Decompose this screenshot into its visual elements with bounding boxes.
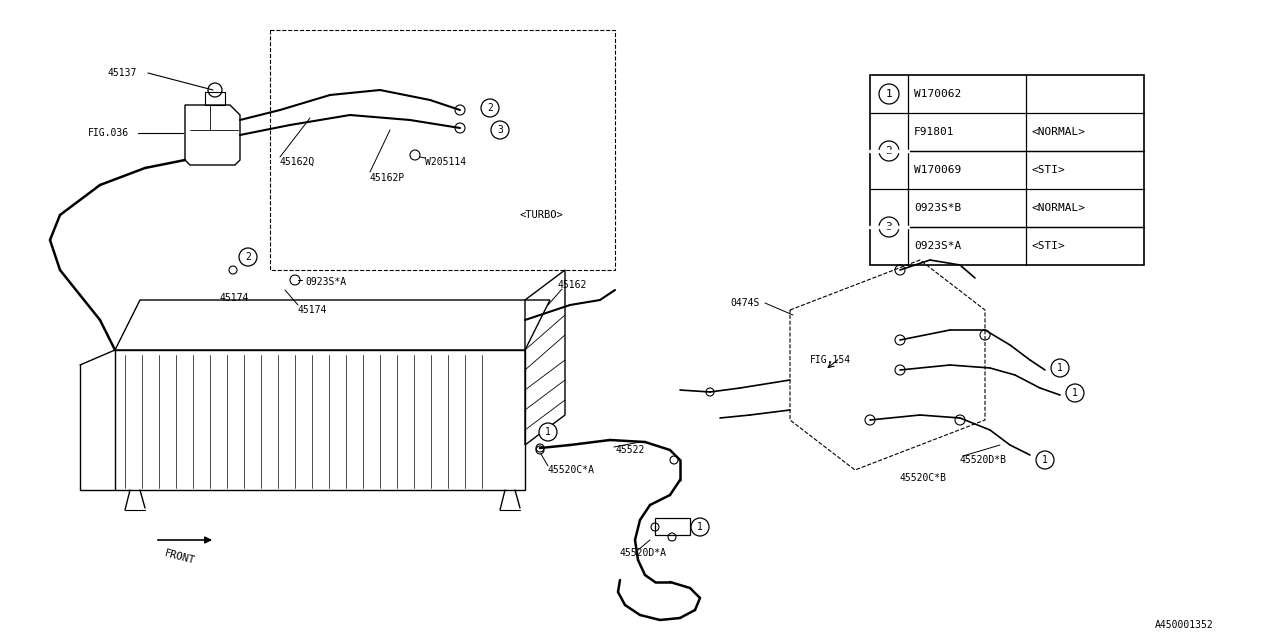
Text: 45520D*B: 45520D*B [960,455,1007,465]
Circle shape [539,423,557,441]
Text: W170069: W170069 [914,165,961,175]
Circle shape [492,121,509,139]
Circle shape [1051,359,1069,377]
Circle shape [879,217,899,237]
Text: 0923S*B: 0923S*B [914,203,961,213]
Text: 0923S*A: 0923S*A [305,277,346,287]
Text: 45174: 45174 [298,305,328,315]
Text: F91801: F91801 [914,127,955,137]
Text: 45137: 45137 [108,68,137,78]
Text: 1: 1 [886,89,892,99]
Text: 0923S*A: 0923S*A [914,241,961,251]
Text: A450001352: A450001352 [1155,620,1213,630]
Text: 2: 2 [488,103,493,113]
Text: <NORMAL>: <NORMAL> [1032,127,1085,137]
Text: 45522: 45522 [614,445,644,455]
Text: 2: 2 [886,146,892,156]
Text: 45520D*A: 45520D*A [620,548,667,558]
Text: 45162Q: 45162Q [280,157,315,167]
Text: 45162P: 45162P [370,173,406,183]
Text: 45162: 45162 [558,280,588,290]
Text: 1: 1 [1057,363,1062,373]
Text: 2: 2 [244,252,251,262]
Circle shape [879,84,899,104]
Circle shape [1036,451,1053,469]
Text: FRONT: FRONT [164,548,196,566]
Text: 3: 3 [497,125,503,135]
Text: <STI>: <STI> [1032,165,1066,175]
Text: 1: 1 [545,427,550,437]
Text: <NORMAL>: <NORMAL> [1032,203,1085,213]
Circle shape [879,141,899,161]
Circle shape [239,248,257,266]
Text: 45520C*A: 45520C*A [548,465,595,475]
Circle shape [481,99,499,117]
Text: FIG.154: FIG.154 [810,355,851,365]
Text: FIG.036: FIG.036 [88,128,129,138]
Text: 1: 1 [1073,388,1078,398]
Text: W170062: W170062 [914,89,961,99]
Text: 3: 3 [886,222,892,232]
Circle shape [691,518,709,536]
Text: 45174: 45174 [220,293,250,303]
Text: 1: 1 [1042,455,1048,465]
Text: <STI>: <STI> [1032,241,1066,251]
Text: W205114: W205114 [425,157,466,167]
Circle shape [1066,384,1084,402]
Text: <TURBO>: <TURBO> [520,210,563,220]
Text: 0474S: 0474S [730,298,759,308]
Text: 45520C*B: 45520C*B [900,473,947,483]
Text: 1: 1 [698,522,703,532]
